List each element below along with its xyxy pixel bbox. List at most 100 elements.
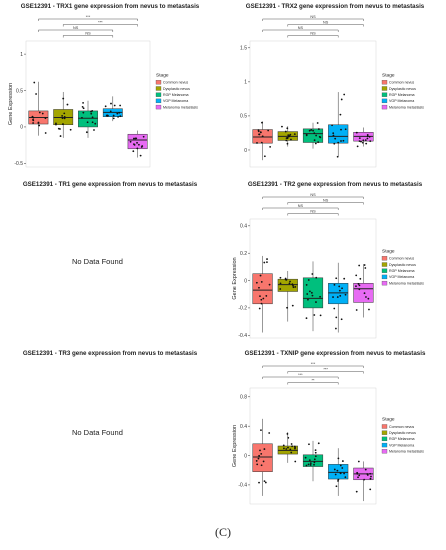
data-point — [291, 304, 294, 307]
data-point — [288, 282, 291, 285]
data-point — [336, 155, 339, 158]
significance-label: *** — [311, 362, 316, 366]
comparison-bracket — [287, 24, 364, 27]
data-point — [62, 123, 64, 125]
data-point — [41, 112, 44, 115]
y-tick-label: 0.2 — [240, 251, 247, 257]
data-point — [86, 121, 89, 124]
data-point — [117, 115, 119, 118]
data-point — [118, 111, 121, 114]
significance-label: NS — [310, 210, 316, 214]
significance-label: NS — [73, 26, 79, 30]
data-point — [364, 267, 367, 269]
legend-label: Melanoma metastasis — [163, 105, 198, 109]
data-point — [366, 137, 369, 140]
data-point — [37, 122, 40, 124]
data-point — [307, 279, 310, 281]
data-point — [82, 107, 85, 110]
data-point — [335, 327, 337, 330]
box-common-nevus — [252, 273, 273, 305]
y-axis-label: Gene Expression — [232, 257, 238, 299]
data-point — [139, 154, 142, 157]
data-point — [317, 128, 320, 130]
data-point — [319, 295, 322, 298]
data-point — [341, 467, 344, 469]
data-point — [291, 445, 294, 448]
data-point — [333, 283, 336, 286]
data-point — [341, 460, 344, 462]
data-point — [283, 447, 285, 450]
data-point — [343, 277, 346, 280]
data-point — [366, 134, 369, 136]
legend-label: Common nevus — [389, 425, 414, 429]
data-point — [294, 286, 297, 288]
data-point — [332, 296, 334, 298]
data-point — [316, 122, 319, 124]
data-point — [333, 142, 336, 145]
data-point — [38, 124, 41, 127]
y-tick-label: -0.4 — [238, 483, 247, 489]
data-point — [363, 264, 366, 266]
data-point — [307, 298, 309, 301]
data-point — [311, 294, 314, 297]
legend-label: VGP Melanoma — [389, 99, 414, 103]
comparison-bracket — [287, 35, 339, 38]
legend-label: RGP Melanoma — [389, 269, 415, 273]
data-point — [286, 142, 289, 145]
data-point — [290, 138, 292, 141]
data-point — [284, 277, 287, 280]
data-point — [63, 112, 66, 115]
data-point — [294, 446, 296, 449]
box-melanoma-metastasis — [353, 283, 374, 303]
data-point — [335, 485, 338, 488]
legend-swatch — [155, 104, 162, 110]
comparison-bracket — [287, 382, 339, 385]
data-point — [258, 454, 261, 457]
data-point — [93, 129, 95, 131]
comparison-bracket — [262, 207, 339, 210]
data-point — [38, 111, 41, 114]
data-point — [333, 307, 336, 310]
data-point — [104, 105, 107, 108]
significance-label: NS — [310, 15, 316, 19]
legend-label: VGP Melanoma — [389, 443, 414, 447]
data-point — [116, 112, 119, 115]
data-point — [369, 488, 372, 491]
data-point — [369, 472, 372, 475]
comparison-bracket — [287, 371, 364, 374]
legend-swatch — [381, 92, 388, 97]
data-point — [363, 292, 366, 295]
legend-swatch — [381, 262, 388, 267]
data-point — [338, 285, 341, 288]
data-point — [308, 459, 311, 462]
data-point — [358, 264, 361, 267]
significance-label: NS — [310, 193, 316, 197]
data-point — [258, 307, 261, 310]
no-data-message: No Data Found — [72, 428, 123, 437]
data-point — [82, 101, 84, 104]
significance-label: NS — [298, 204, 304, 208]
data-point — [44, 117, 47, 120]
panel-trx1: GSE12391 - TRX1 gene expression from nev… — [4, 3, 216, 175]
data-point — [257, 130, 260, 133]
y-tick-label: 0.5 — [240, 114, 247, 120]
data-point — [129, 140, 132, 143]
figure-caption: (C) — [215, 525, 231, 539]
data-point — [358, 474, 361, 477]
data-point — [334, 137, 337, 140]
data-point — [315, 276, 318, 279]
data-point — [285, 278, 288, 281]
data-point — [305, 464, 308, 467]
data-point — [135, 137, 138, 140]
comparison-bracket — [62, 24, 138, 27]
data-point — [90, 112, 93, 115]
comparison-bracket — [262, 376, 339, 379]
panel-trx2: GSE12391 - TRX2 gene expression from nev… — [228, 3, 442, 175]
data-point — [360, 140, 362, 143]
data-point — [314, 451, 317, 454]
data-point — [289, 448, 292, 451]
legend-label: Dysplastic nevus — [163, 87, 190, 91]
y-tick-label: 0.8 — [240, 395, 247, 401]
data-point — [287, 135, 290, 138]
